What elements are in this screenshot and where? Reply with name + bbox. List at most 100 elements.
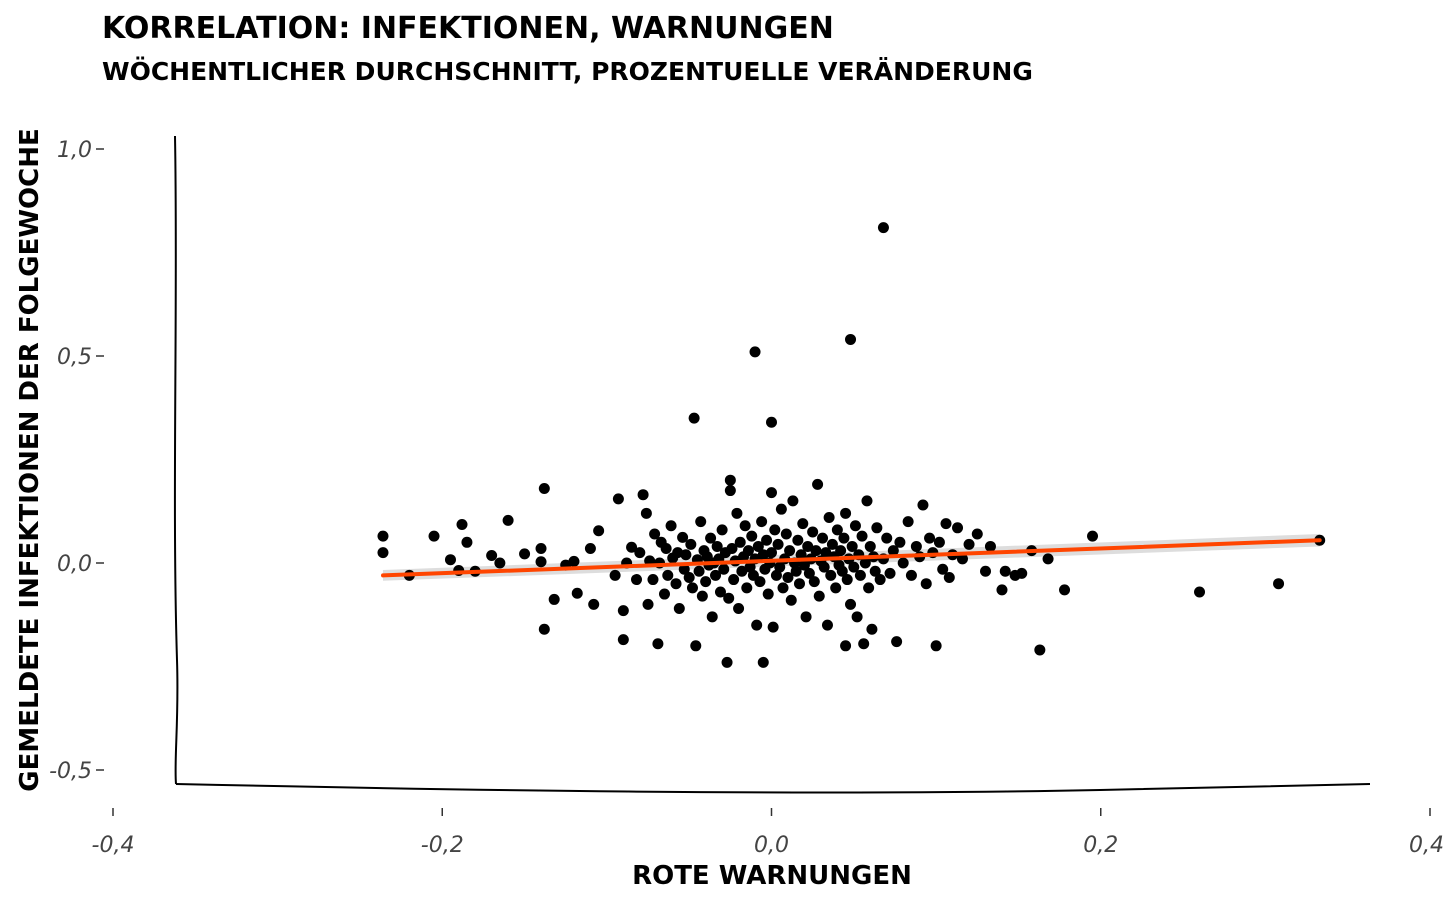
data-point <box>766 487 777 499</box>
data-point <box>874 574 886 586</box>
data-point <box>803 567 815 579</box>
data-point <box>808 576 820 588</box>
data-point <box>647 574 659 586</box>
data-point <box>792 534 804 546</box>
data-point <box>823 511 835 523</box>
data-point <box>825 569 837 581</box>
data-point <box>665 520 677 532</box>
x-tick-label: 0,0 <box>754 833 789 858</box>
data-point <box>772 538 784 550</box>
data-point <box>502 514 514 526</box>
data-point <box>777 582 789 594</box>
data-point <box>802 540 814 552</box>
data-point <box>673 603 685 615</box>
data-point <box>377 530 389 542</box>
data-point <box>963 538 975 550</box>
data-point <box>733 603 745 615</box>
data-point <box>826 538 838 550</box>
data-point <box>1087 530 1099 542</box>
data-point <box>984 540 996 552</box>
x-axis-ticks: -0,4 -0,2 0,0 0,2 0,4 <box>92 808 1444 858</box>
data-point <box>461 536 473 548</box>
data-point <box>920 578 932 590</box>
data-point <box>933 536 945 548</box>
data-point <box>444 554 456 566</box>
data-point <box>751 619 763 631</box>
data-point <box>861 495 873 507</box>
data-point <box>817 532 829 544</box>
data-point <box>377 547 389 559</box>
data-point <box>670 578 682 590</box>
data-point <box>846 540 858 552</box>
y-axis-title: GEMELDETE INFEKTIONEN DER FOLGEWOCHE <box>15 128 45 791</box>
data-point <box>724 474 736 486</box>
data-point <box>821 619 833 631</box>
y-tick-label: 0,5 <box>57 345 92 370</box>
data-point <box>538 482 550 494</box>
data-point <box>631 574 643 586</box>
data-point <box>830 582 842 594</box>
data-point <box>797 518 809 530</box>
data-point <box>734 536 746 548</box>
data-point <box>686 582 698 594</box>
data-point <box>672 547 684 559</box>
data-point <box>612 493 624 505</box>
data-point <box>782 571 794 583</box>
data-point <box>766 547 777 559</box>
data-point <box>568 555 580 567</box>
data-point <box>835 545 847 557</box>
data-point <box>494 557 506 569</box>
data-point <box>845 333 857 345</box>
data-point <box>762 588 774 600</box>
data-point <box>770 569 782 581</box>
data-point <box>571 587 583 599</box>
data-point <box>943 571 955 583</box>
data-point <box>840 640 852 652</box>
data-point <box>845 598 857 610</box>
data-point <box>710 569 722 581</box>
data-point <box>836 565 848 577</box>
data-point <box>902 516 914 528</box>
data-point <box>784 545 796 557</box>
data-point <box>538 623 550 635</box>
data-point <box>677 531 689 543</box>
data-point <box>626 541 638 553</box>
data-point <box>849 520 861 532</box>
data-point <box>754 576 766 588</box>
data-point <box>744 561 756 573</box>
data-point <box>999 565 1011 577</box>
data-point <box>593 525 605 537</box>
data-point <box>769 524 781 536</box>
data-point <box>813 590 825 602</box>
data-point <box>996 584 1008 596</box>
data-point <box>1059 584 1071 596</box>
data-point <box>617 634 629 646</box>
data-point <box>690 640 702 652</box>
data-point <box>742 545 754 557</box>
data-point <box>658 588 670 600</box>
x-tick-label: -0,4 <box>92 833 135 858</box>
data-point <box>711 540 723 552</box>
data-point <box>775 503 787 515</box>
data-point <box>693 565 705 577</box>
data-point <box>856 530 868 542</box>
data-point <box>724 485 736 497</box>
data-point <box>831 524 843 536</box>
data-point <box>728 574 740 586</box>
data-point <box>774 561 786 573</box>
data-point <box>930 640 942 652</box>
data-point <box>780 528 792 540</box>
data-point <box>840 507 852 519</box>
data-point <box>752 540 764 552</box>
data-point <box>519 548 531 560</box>
data-point <box>877 222 889 234</box>
y-tick-label: -0,5 <box>49 759 92 784</box>
data-point <box>695 516 707 528</box>
regression-line <box>380 538 1322 578</box>
data-point <box>1016 567 1028 579</box>
data-point <box>746 530 758 542</box>
y-axis-ticks: -0,5 0,0 0,5 1,0 <box>49 138 104 784</box>
data-point <box>863 582 875 594</box>
data-point <box>685 538 697 550</box>
